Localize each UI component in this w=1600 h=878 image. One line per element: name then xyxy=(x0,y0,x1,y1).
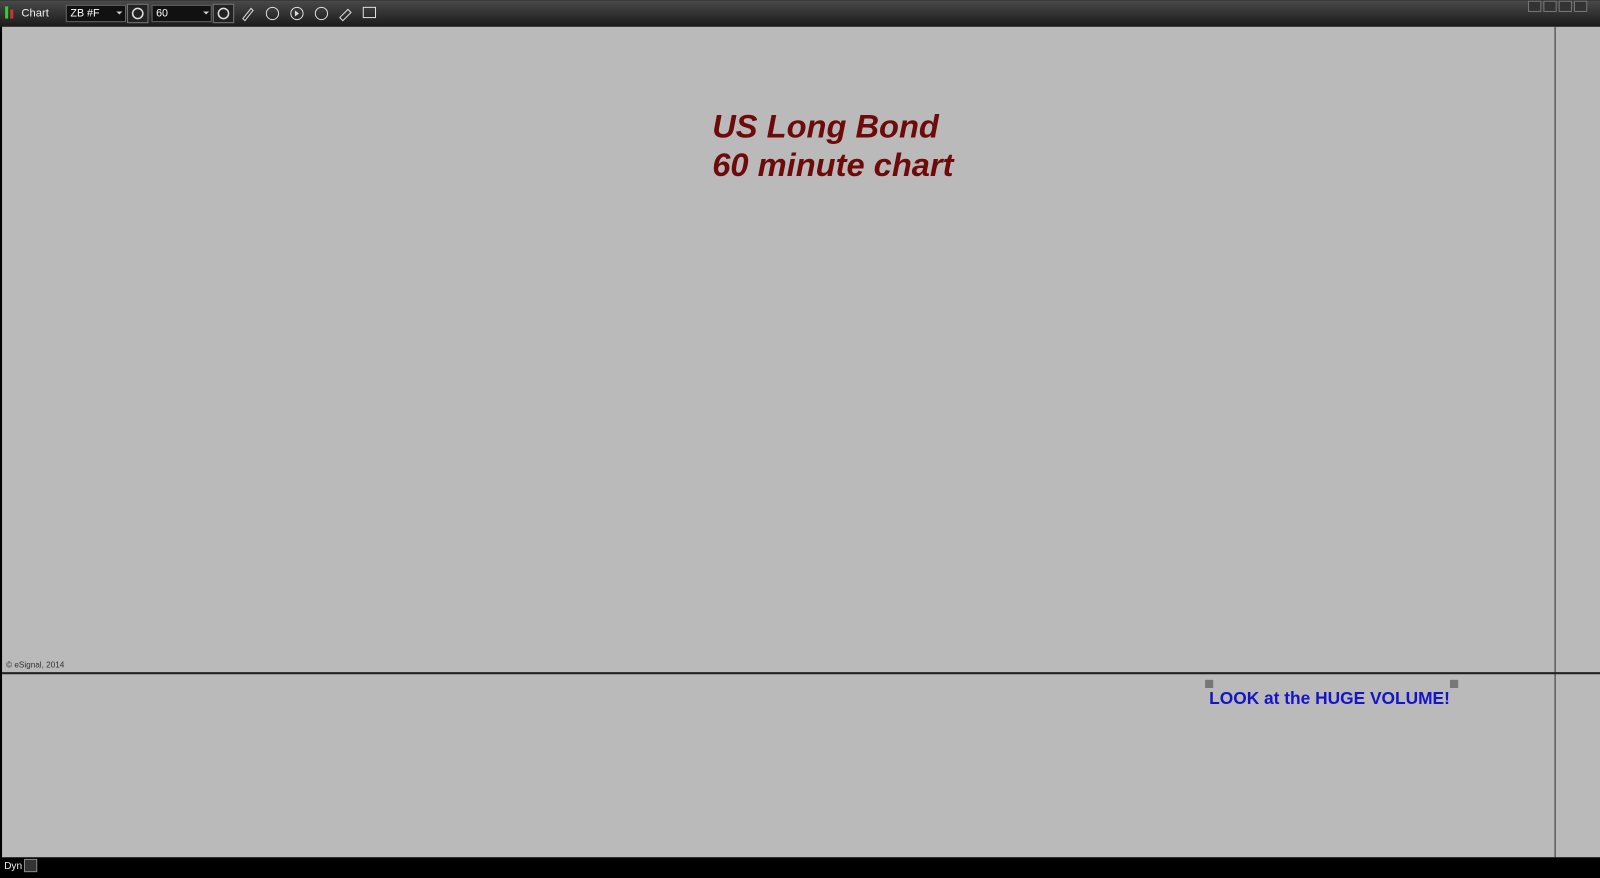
annotation: LOOK at the HUGE VOLUME! xyxy=(1209,688,1450,708)
mode-button[interactable] xyxy=(23,858,38,873)
interval-text: 60 xyxy=(156,7,168,19)
copyright: © eSignal, 2014 xyxy=(6,661,65,670)
dropdown-arrow xyxy=(203,11,210,15)
refresh-button[interactable] xyxy=(127,3,149,24)
tool-button[interactable] xyxy=(265,6,280,21)
eraser-tool[interactable] xyxy=(339,8,352,22)
icon xyxy=(131,7,144,20)
icon xyxy=(294,10,299,17)
interval-input[interactable] xyxy=(151,4,212,23)
window-button[interactable] xyxy=(1528,0,1542,12)
toolbar xyxy=(0,0,1600,27)
annotation-handle[interactable] xyxy=(1205,679,1214,688)
chart-title: US Long Bond xyxy=(712,107,940,144)
tool-button[interactable] xyxy=(314,6,329,21)
chart-area xyxy=(2,26,1600,858)
maximize-button[interactable] xyxy=(1558,0,1572,12)
dropdown-arrow xyxy=(116,11,123,15)
symbol-text: ZB #F xyxy=(70,7,100,19)
close-button[interactable] xyxy=(1573,0,1588,12)
time-axis-bar xyxy=(0,857,1600,878)
icon xyxy=(217,7,230,20)
window-title: Chart xyxy=(21,7,49,19)
clock-button[interactable] xyxy=(212,3,235,24)
minimize-button[interactable] xyxy=(1543,0,1557,12)
chart-subtitle: 60 minute chart xyxy=(712,146,954,183)
app-icon xyxy=(10,9,14,19)
annotation-handle[interactable] xyxy=(1450,679,1459,688)
mode-label: Dyn xyxy=(4,861,22,872)
symbol-input[interactable] xyxy=(65,4,127,23)
play-button[interactable] xyxy=(290,6,304,21)
comment-tool[interactable] xyxy=(362,6,377,19)
app-icon xyxy=(5,6,9,19)
draw-tool[interactable] xyxy=(242,7,254,22)
